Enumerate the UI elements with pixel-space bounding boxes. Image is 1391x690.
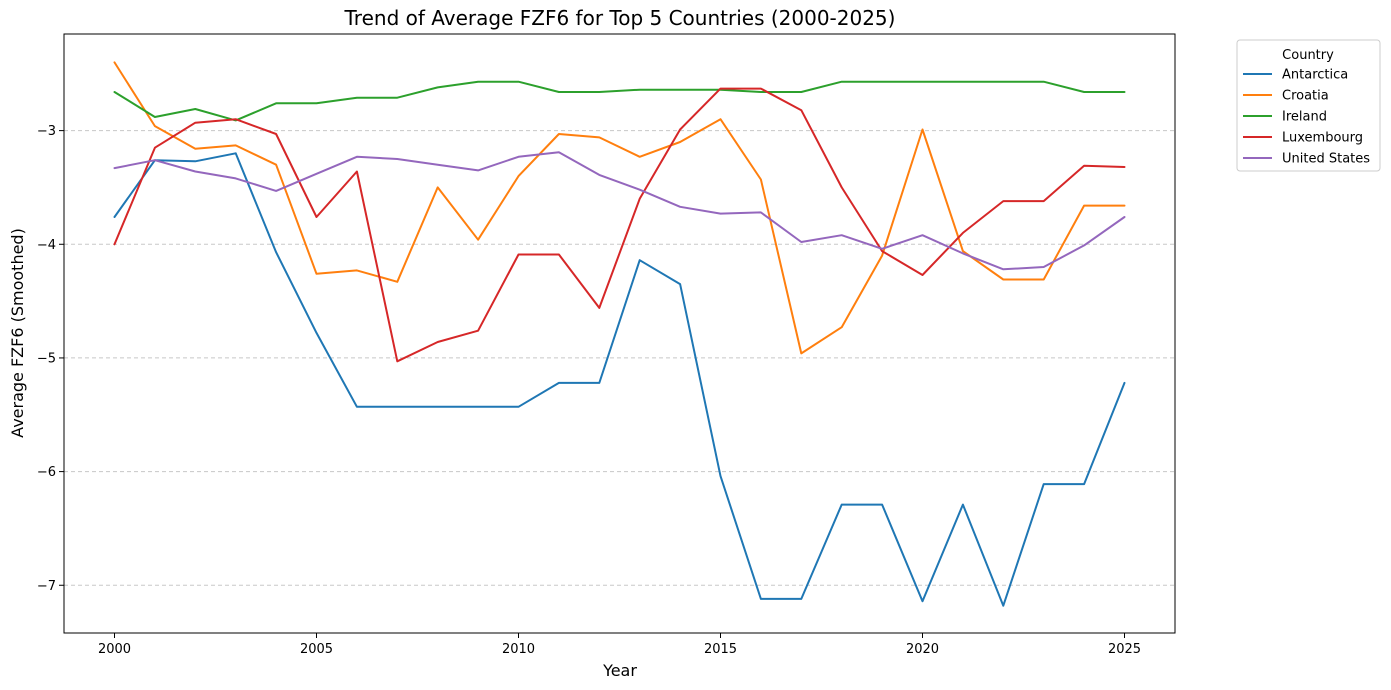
plot-area — [63, 33, 1176, 634]
legend-label: Antarctica — [1282, 68, 1348, 83]
legend-label: United States — [1282, 152, 1370, 167]
legend-items: Antarctica Croatia Ireland Luxembourg United… — [1243, 68, 1370, 167]
y-tick-label: −6 — [37, 465, 56, 480]
legend-label: Croatia — [1282, 89, 1329, 104]
y-tick-label: −3 — [37, 124, 56, 139]
legend: Country Antarctica Croatia Ireland Luxembou… — [1236, 39, 1381, 172]
x-axis-label: Year — [602, 661, 637, 680]
series-line-united-states — [113, 151, 1126, 271]
y-axis: −7 −6 −5 −4 −3 — [37, 124, 64, 594]
legend-label: Ireland — [1282, 110, 1327, 125]
y-tick-label: −7 — [37, 579, 56, 594]
grid-lines — [64, 130, 1175, 586]
series-line-ireland — [113, 80, 1126, 122]
legend-box — [1236, 39, 1381, 172]
chart-title: Trend of Average FZF6 for Top 5 Countrie… — [344, 6, 896, 30]
x-tick-label: 2010 — [502, 642, 535, 657]
legend-title: Country — [1282, 48, 1334, 63]
x-tick-label: 2020 — [906, 642, 939, 657]
series-line-antarctica — [113, 152, 1126, 607]
legend-label: Luxembourg — [1282, 131, 1363, 146]
x-tick-label: 2015 — [704, 642, 737, 657]
series-lines — [113, 61, 1126, 607]
x-tick-label: 2000 — [98, 642, 131, 657]
series-line-croatia — [113, 61, 1126, 355]
y-axis-label: Average FZF6 (Smoothed) — [8, 228, 27, 438]
series-line-luxembourg — [113, 87, 1126, 363]
y-tick-label: −4 — [37, 238, 56, 253]
x-axis: 2000 2005 2010 2015 2020 2025 — [98, 633, 1141, 657]
y-tick-label: −5 — [37, 351, 56, 366]
x-tick-label: 2005 — [300, 642, 333, 657]
x-tick-label: 2025 — [1108, 642, 1141, 657]
